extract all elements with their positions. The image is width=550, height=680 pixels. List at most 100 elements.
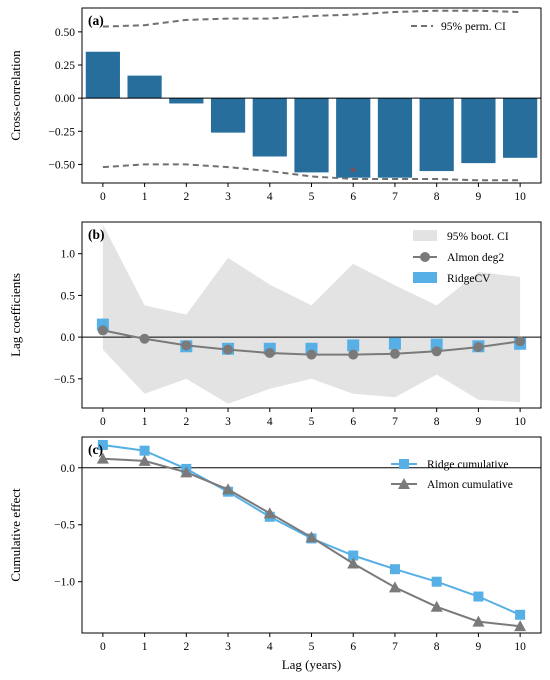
panel-c-almon-triangle-point (514, 620, 527, 632)
panel-c-xtick-label: 7 (392, 641, 398, 653)
panel-b-xtick-label: 3 (225, 416, 231, 428)
panel-b-xtick-label: 7 (392, 416, 398, 428)
panel-a-cross-correlation: * 0 1 2 3 4 5 6 7 8 9 10 0.50 0.25 0.00 −0.25 −0.50 (a)… (8, 7, 542, 203)
panel-a-bar (377, 98, 413, 178)
panel-c-ylabel: Cumulative effect (8, 488, 23, 582)
panel-c-xtick-label: 8 (434, 641, 440, 653)
panel-b-almon-point (97, 325, 108, 336)
panel-a-bar (503, 98, 538, 158)
panel-a-peak-star-marker: * (350, 164, 357, 179)
panel-c-xtick-label: 1 (142, 641, 148, 653)
panel-b-xtick-label: 10 (514, 416, 526, 428)
panel-b-xtick-label: 4 (267, 416, 273, 428)
panel-b-legend-label: Almon deg2 (447, 252, 504, 264)
panel-c-xtick-label: 0 (100, 641, 106, 653)
panel-b-legend-label: RidgeCV (447, 273, 491, 285)
panel-a-xtick-label: 9 (476, 191, 482, 203)
panel-a-label: (a) (88, 13, 104, 28)
panel-c-almon-triangle-point (388, 581, 401, 593)
panel-b-ytick-label: −0.5 (54, 374, 75, 386)
panel-a-ytick-label: −0.50 (48, 159, 75, 171)
panel-c-ytick-label: −0.5 (54, 520, 75, 532)
panel-c-almon-triangle-point (430, 600, 443, 612)
panel-b-legend-ridge-swatch (413, 272, 437, 283)
panel-c-almon-triangle-point (138, 454, 151, 466)
panel-a-bar (252, 98, 287, 157)
panel-a-bar (169, 98, 204, 104)
panel-a-bar (85, 51, 120, 99)
panel-b-ytick-label: 0.0 (61, 332, 76, 344)
panel-c-xtick-label: 3 (225, 641, 231, 653)
panel-c-xtick-label: 2 (183, 641, 189, 653)
panel-c-xtick-label: 9 (476, 641, 482, 653)
panel-c-almon-triangle-point (305, 531, 318, 543)
panel-a-frame (81, 7, 542, 184)
panel-b-almon-point (515, 336, 526, 347)
panel-c-almon-triangle-point (347, 557, 360, 569)
panel-c-xtick-label: 4 (267, 641, 273, 653)
panel-b-label: (b) (88, 227, 105, 242)
panel-a-ytick-label: 0.00 (55, 93, 75, 105)
panel-c-almon-triangle-point (180, 466, 193, 478)
panel-b-xtick-label: 1 (142, 416, 148, 428)
panel-c-ridge-square-point (515, 609, 526, 620)
panel-c-ridge-square-point (389, 564, 400, 575)
panel-c-ridge-square-point (473, 591, 484, 602)
panel-c-legend-almon-marker-swatch (398, 478, 410, 489)
panel-a-marks: * (82, 9, 541, 182)
panel-a-ytick-label: −0.25 (48, 126, 75, 138)
panel-a-legend-label: 95% perm. CI (441, 21, 506, 33)
panel-c-xtick-label: 5 (309, 641, 315, 653)
panel-b-xtick-label: 9 (476, 416, 482, 428)
panel-b-xtick-label: 5 (309, 416, 315, 428)
panel-a-xtick-label: 10 (514, 191, 526, 203)
panel-a-ylabel: Cross-correlation (8, 50, 23, 141)
panel-b-frame (81, 221, 542, 409)
panel-a-xtick-label: 7 (392, 191, 398, 203)
panel-b-ridge-square (388, 337, 401, 350)
panel-a-bar (294, 98, 329, 173)
panel-a-bar (461, 98, 496, 164)
panel-a-ytick-label: 0.50 (55, 27, 75, 39)
panel-b-almon-point (181, 340, 192, 351)
panel-b-ridge-square (347, 339, 360, 352)
panel-a-bar (127, 75, 162, 99)
panel-a-xtick-label: 5 (309, 191, 315, 203)
panel-c-ytick-label: −1.0 (54, 577, 75, 589)
panel-b-ytick-label: 1.0 (61, 249, 76, 261)
panel-c-xtick-label: 10 (514, 641, 526, 653)
panel-c-legend-almon-label: Almon cumulative (427, 479, 513, 491)
panel-a-ticks: 0 1 2 3 4 5 6 7 8 9 10 0.50 0.25 0.00 −0.25 −0.50 (48, 27, 526, 203)
panel-c-xlabel: Lag (years) (282, 657, 342, 672)
panel-c-ridge-square-point (348, 550, 359, 561)
panel-a-bar (210, 98, 246, 133)
panel-a-bar (419, 98, 454, 172)
panel-b-marks (82, 224, 541, 404)
panel-c-marks (82, 439, 541, 632)
panel-b-xtick-label: 2 (183, 416, 189, 428)
panel-c-ridge-square-point (97, 439, 108, 450)
panel-b-xtick-label: 0 (100, 416, 106, 428)
panel-b-almon-point (348, 349, 359, 360)
panel-b-almon-point (306, 349, 317, 360)
panel-b-almon-point (223, 344, 234, 355)
panel-c-frame (81, 436, 542, 634)
panel-a-legend: 95% perm. CI (411, 21, 506, 33)
panel-b-legend-label: 95% boot. CI (447, 231, 509, 243)
panel-b-xtick-label: 6 (350, 416, 356, 428)
panel-c-xtick-label: 6 (350, 641, 356, 653)
panel-a-xtick-label: 6 (350, 191, 356, 203)
panel-c-label: (c) (88, 442, 103, 457)
panel-b-almon-point (264, 347, 275, 358)
panel-b-ticks: 0 1 2 3 4 5 6 7 8 9 10 1.0 0.5 0.0 −0.5 (54, 249, 526, 428)
panel-c-ytick-label: 0.0 (61, 463, 76, 475)
panel-b-ytick-label: 0.5 (61, 290, 76, 302)
panel-b-almon-point (389, 348, 400, 359)
panel-a-xtick-label: 3 (225, 191, 231, 203)
panel-c-almon-triangle-point (263, 507, 276, 519)
panel-b-legend: 95% boot. CI Almon deg2 RidgeCV (413, 230, 509, 285)
panel-a-xtick-label: 2 (183, 191, 189, 203)
panel-b-almon-point (431, 346, 442, 357)
panel-a-xtick-label: 8 (434, 191, 440, 203)
